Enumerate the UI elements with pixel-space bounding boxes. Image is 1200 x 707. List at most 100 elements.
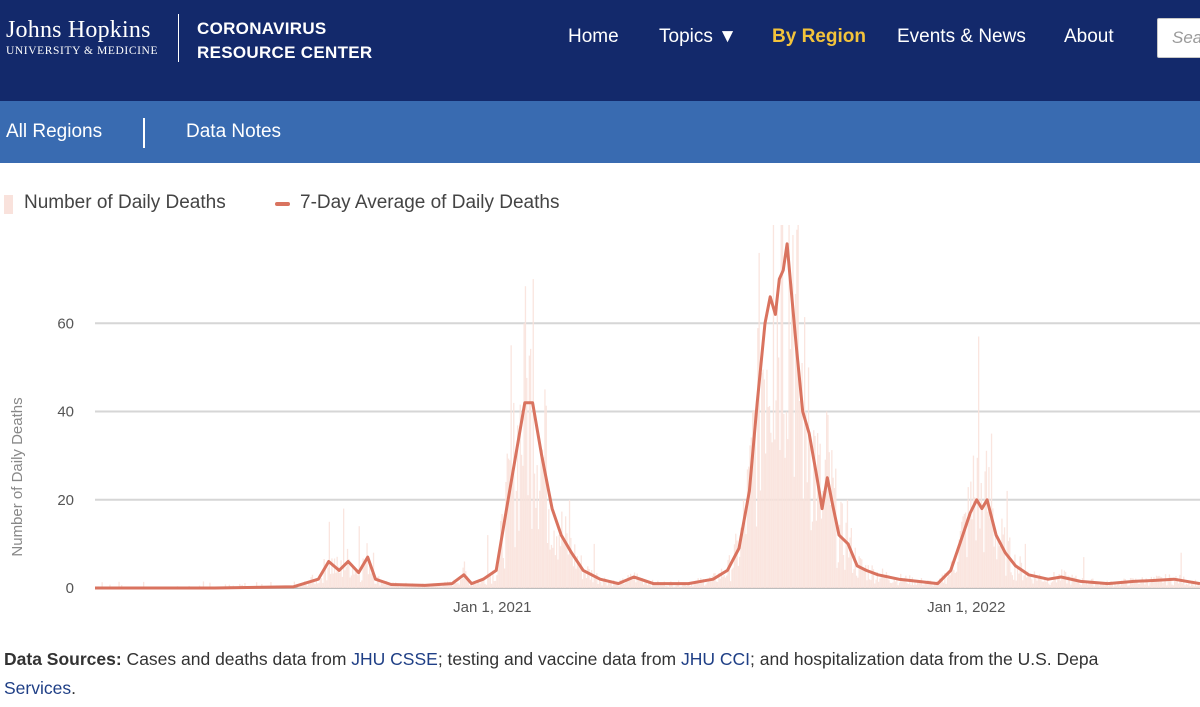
daily-death-bar[interactable]	[367, 574, 369, 588]
daily-death-bar[interactable]	[859, 558, 862, 588]
daily-death-bar[interactable]	[314, 584, 316, 588]
daily-death-bar[interactable]	[820, 518, 823, 588]
daily-death-bar[interactable]	[880, 576, 882, 588]
daily-death-bar[interactable]	[380, 580, 382, 588]
daily-death-bar[interactable]	[744, 513, 746, 588]
daily-death-bar[interactable]	[888, 580, 890, 588]
daily-death-bar[interactable]	[1162, 583, 1164, 588]
daily-death-bar[interactable]	[720, 568, 723, 588]
daily-death-bar[interactable]	[672, 586, 675, 588]
daily-death-bar[interactable]	[953, 570, 955, 588]
daily-death-bar[interactable]	[424, 586, 427, 588]
daily-death-bar[interactable]	[1171, 584, 1173, 589]
daily-death-bar[interactable]	[471, 585, 473, 588]
daily-death-bar[interactable]	[1032, 583, 1034, 589]
daily-death-bar[interactable]	[692, 586, 694, 588]
services-link[interactable]: Services	[4, 678, 72, 698]
daily-death-bar[interactable]	[541, 449, 543, 588]
daily-death-bar[interactable]	[524, 286, 527, 588]
daily-death-bar[interactable]	[417, 586, 419, 588]
daily-death-bar[interactable]	[862, 569, 864, 588]
nav-home[interactable]: Home	[568, 26, 619, 47]
daily-death-bar[interactable]	[426, 585, 428, 588]
daily-death-bar[interactable]	[353, 574, 355, 588]
daily-death-bar[interactable]	[401, 586, 403, 588]
daily-death-bar[interactable]	[1188, 581, 1190, 589]
daily-death-bar[interactable]	[333, 558, 336, 589]
daily-death-bar[interactable]	[356, 569, 358, 589]
daily-death-bar[interactable]	[641, 578, 643, 588]
daily-death-bar[interactable]	[583, 570, 585, 588]
daily-death-bar[interactable]	[1168, 574, 1171, 588]
daily-death-bar[interactable]	[515, 490, 517, 588]
daily-death-bar[interactable]	[559, 546, 562, 588]
daily-death-bar[interactable]	[865, 565, 867, 588]
daily-death-bar[interactable]	[1158, 575, 1160, 588]
daily-death-bar[interactable]	[609, 581, 611, 588]
daily-death-bar[interactable]	[1102, 583, 1104, 588]
daily-death-bar[interactable]	[661, 582, 663, 588]
daily-death-bar[interactable]	[802, 498, 804, 588]
daily-death-bar[interactable]	[987, 511, 989, 588]
jhu-cci-link[interactable]: JHU CCI	[681, 649, 751, 669]
daily-death-bar[interactable]	[644, 581, 646, 588]
daily-death-bar[interactable]	[896, 577, 898, 588]
daily-death-bar[interactable]	[1002, 534, 1004, 589]
daily-death-bar[interactable]	[587, 566, 589, 588]
daily-death-bar[interactable]	[566, 533, 568, 588]
daily-death-bar[interactable]	[787, 439, 789, 588]
daily-death-bar[interactable]	[431, 585, 433, 588]
daily-death-bar[interactable]	[949, 575, 951, 588]
daily-death-bar[interactable]	[781, 225, 784, 588]
daily-death-bar[interactable]	[1119, 585, 1121, 589]
daily-death-bar[interactable]	[1144, 584, 1146, 589]
daily-death-bar[interactable]	[319, 576, 321, 589]
daily-death-bar[interactable]	[1105, 582, 1107, 588]
daily-death-bar[interactable]	[571, 554, 573, 588]
daily-death-bar[interactable]	[1029, 575, 1032, 588]
daily-death-bar[interactable]	[1053, 572, 1055, 588]
daily-death-bar[interactable]	[924, 582, 926, 588]
daily-death-bar[interactable]	[335, 572, 337, 588]
daily-death-bar[interactable]	[1028, 573, 1030, 588]
daily-death-bar[interactable]	[863, 568, 865, 588]
daily-death-bar[interactable]	[491, 583, 493, 588]
daily-death-bar[interactable]	[681, 585, 684, 588]
daily-death-bar[interactable]	[693, 582, 695, 588]
daily-death-bar[interactable]	[985, 450, 988, 588]
daily-death-bar[interactable]	[861, 559, 863, 588]
daily-death-bar[interactable]	[1000, 544, 1002, 589]
daily-death-bar[interactable]	[1085, 583, 1087, 588]
daily-death-bar[interactable]	[328, 521, 330, 588]
daily-death-bar[interactable]	[544, 389, 546, 588]
daily-death-bar[interactable]	[1084, 584, 1086, 588]
daily-death-bar[interactable]	[487, 535, 489, 588]
daily-death-bar[interactable]	[709, 576, 711, 588]
daily-death-bar[interactable]	[1007, 541, 1010, 588]
daily-death-bar[interactable]	[913, 585, 915, 588]
daily-death-bar[interactable]	[343, 508, 345, 588]
daily-death-bar[interactable]	[604, 577, 606, 588]
daily-death-bar[interactable]	[914, 581, 916, 588]
daily-death-bar[interactable]	[1153, 577, 1155, 588]
daily-death-bar[interactable]	[1128, 585, 1130, 588]
daily-death-bar[interactable]	[143, 581, 145, 588]
daily-death-bar[interactable]	[879, 578, 881, 589]
daily-death-bar[interactable]	[337, 566, 340, 588]
daily-death-bar[interactable]	[933, 581, 936, 588]
daily-death-bar[interactable]	[694, 580, 697, 588]
daily-death-bar[interactable]	[1044, 580, 1046, 588]
daily-death-bar[interactable]	[845, 522, 847, 588]
daily-death-bar[interactable]	[1175, 576, 1177, 588]
daily-death-bar[interactable]	[602, 580, 604, 588]
daily-death-bar[interactable]	[323, 559, 325, 588]
daily-death-bar[interactable]	[833, 488, 836, 588]
daily-death-bar[interactable]	[510, 345, 512, 588]
daily-death-bar[interactable]	[563, 538, 565, 588]
daily-death-bar[interactable]	[346, 548, 349, 588]
daily-death-bar[interactable]	[324, 567, 327, 588]
daily-death-bar[interactable]	[1036, 580, 1038, 588]
daily-death-bar[interactable]	[1009, 537, 1011, 589]
daily-death-bar[interactable]	[655, 585, 658, 588]
daily-death-bar[interactable]	[907, 584, 910, 588]
